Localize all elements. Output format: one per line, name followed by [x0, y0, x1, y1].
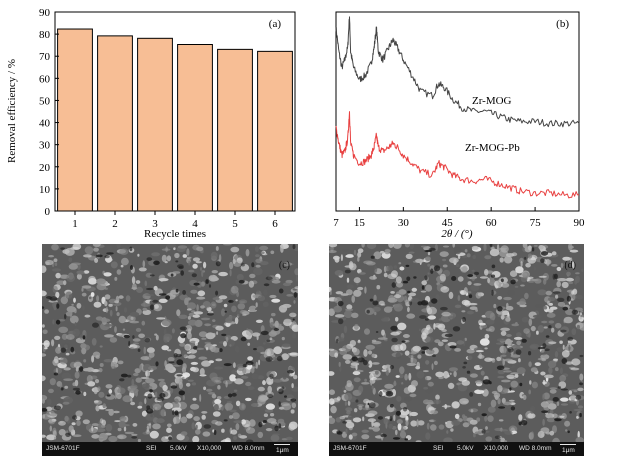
chart-a-y-axis-label: Removal efficiency / % — [6, 59, 18, 163]
chart-a-y-tick-label: 60 — [39, 73, 51, 85]
chart-a-x-axis-label: Recycle times — [144, 228, 206, 240]
sem-d-panel-tag: (d) — [564, 260, 576, 271]
bar-recycle-6 — [257, 50, 293, 212]
sem-c-panel-tag: (c) — [278, 260, 290, 271]
chart-a-y-tick-label: 80 — [39, 29, 51, 41]
chart-b-x-tick-label: 15 — [354, 217, 366, 229]
chart-a-x-tick-label: 6 — [272, 218, 278, 230]
sem-d-instrument: JSM-6701F — [333, 445, 367, 452]
xrd-series-line-zr-mog — [335, 16, 580, 128]
xrd-line-chart: 7 15 30 45 60 75 90 (b) Zr-MOG Zr-MOG-Pb 2θ / … — [333, 11, 586, 240]
bar-recycle-2 — [97, 35, 133, 212]
chart-a-y-tick-label: 70 — [39, 51, 51, 63]
series-label-zr-mog: Zr-MOG — [472, 95, 512, 107]
sem-c-scale-bar — [274, 444, 290, 445]
chart-a-y-tick-label: 0 — [45, 206, 51, 218]
chart-b-x-tick-label: 75 — [530, 217, 542, 229]
chart-a-y-tick-label: 10 — [39, 184, 51, 196]
sem-d-scale-bar — [560, 444, 576, 445]
bar-recycle-5 — [217, 48, 253, 212]
chart-a-y-tick-label: 40 — [39, 118, 51, 130]
series-label-zr-mog-pb: Zr-MOG-Pb — [465, 142, 520, 154]
chart-a-x-tick-label: 3 — [152, 218, 158, 230]
sem-c-info-bar: JSM-6701F SEI 5.0kV X10,000 WD 8.0mm 1μm — [42, 442, 298, 456]
chart-b-x-axis-label: 2θ / (°) — [441, 228, 473, 240]
sem-c-scale-label: 1μm — [276, 447, 289, 454]
chart-a-y-tick-label: 30 — [39, 140, 51, 152]
chart-b-x-tick-label: 45 — [442, 217, 454, 229]
xrd-series-line-zr-mog-pb — [335, 111, 580, 199]
chart-a-y-tick-label: 20 — [39, 162, 51, 174]
sem-d-working-distance: WD 8.0mm — [519, 445, 552, 452]
chart-a-y-tick-label: 90 — [39, 7, 51, 19]
sem-c-instrument: JSM-6701F — [46, 445, 80, 452]
recycle-bar-chart: 0 10 20 30 40 50 60 70 80 90 1 2 3 4 5 6 (a) Recycle t… — [6, 7, 296, 240]
chart-a-x-tick-label: 2 — [112, 218, 118, 230]
chart-a-y-tick-label: 50 — [39, 95, 51, 107]
sem-d-mode: SEI — [433, 445, 444, 452]
sem-d-info-bar: JSM-6701F SEI 5.0kV X10,000 WD 8.0mm 1μm — [329, 442, 584, 456]
chart-b-plot-frame — [335, 11, 580, 212]
sem-texture-c — [42, 244, 298, 456]
sem-d-magnification: X10,000 — [484, 445, 509, 452]
sem-c-working-distance: WD 8.0mm — [232, 445, 265, 452]
chart-a-plot-frame — [54, 11, 296, 212]
bar-recycle-3 — [137, 37, 173, 212]
bar-recycle-1 — [57, 28, 93, 212]
sem-image-c: (c) JSM-6701F SEI 5.0kV X10,000 WD 8.0mm… — [42, 244, 298, 456]
chart-b-x-tick-label: 90 — [574, 217, 586, 229]
chart-a-panel-tag: (a) — [269, 18, 282, 30]
chart-a-x-tick-label: 5 — [232, 218, 238, 230]
bar-recycle-4 — [177, 44, 213, 212]
chart-b-x-tick-label: 30 — [398, 217, 410, 229]
sem-image-d: (d) JSM-6701F SEI 5.0kV X10,000 WD 8.0mm… — [329, 244, 584, 456]
chart-b-panel-tag: (b) — [556, 18, 569, 30]
sem-c-voltage: 5.0kV — [170, 445, 187, 452]
sem-texture-d — [329, 244, 584, 456]
sem-c-magnification: X10,000 — [197, 445, 222, 452]
sem-d-voltage: 5.0kV — [457, 445, 474, 452]
chart-b-x-tick-label: 60 — [486, 217, 498, 229]
chart-a-x-tick-label: 1 — [72, 218, 78, 230]
sem-d-scale-label: 1μm — [562, 447, 575, 454]
chart-a-x-tick-label: 4 — [192, 218, 198, 230]
chart-b-x-tick-label: 7 — [333, 217, 339, 229]
sem-c-mode: SEI — [146, 445, 157, 452]
